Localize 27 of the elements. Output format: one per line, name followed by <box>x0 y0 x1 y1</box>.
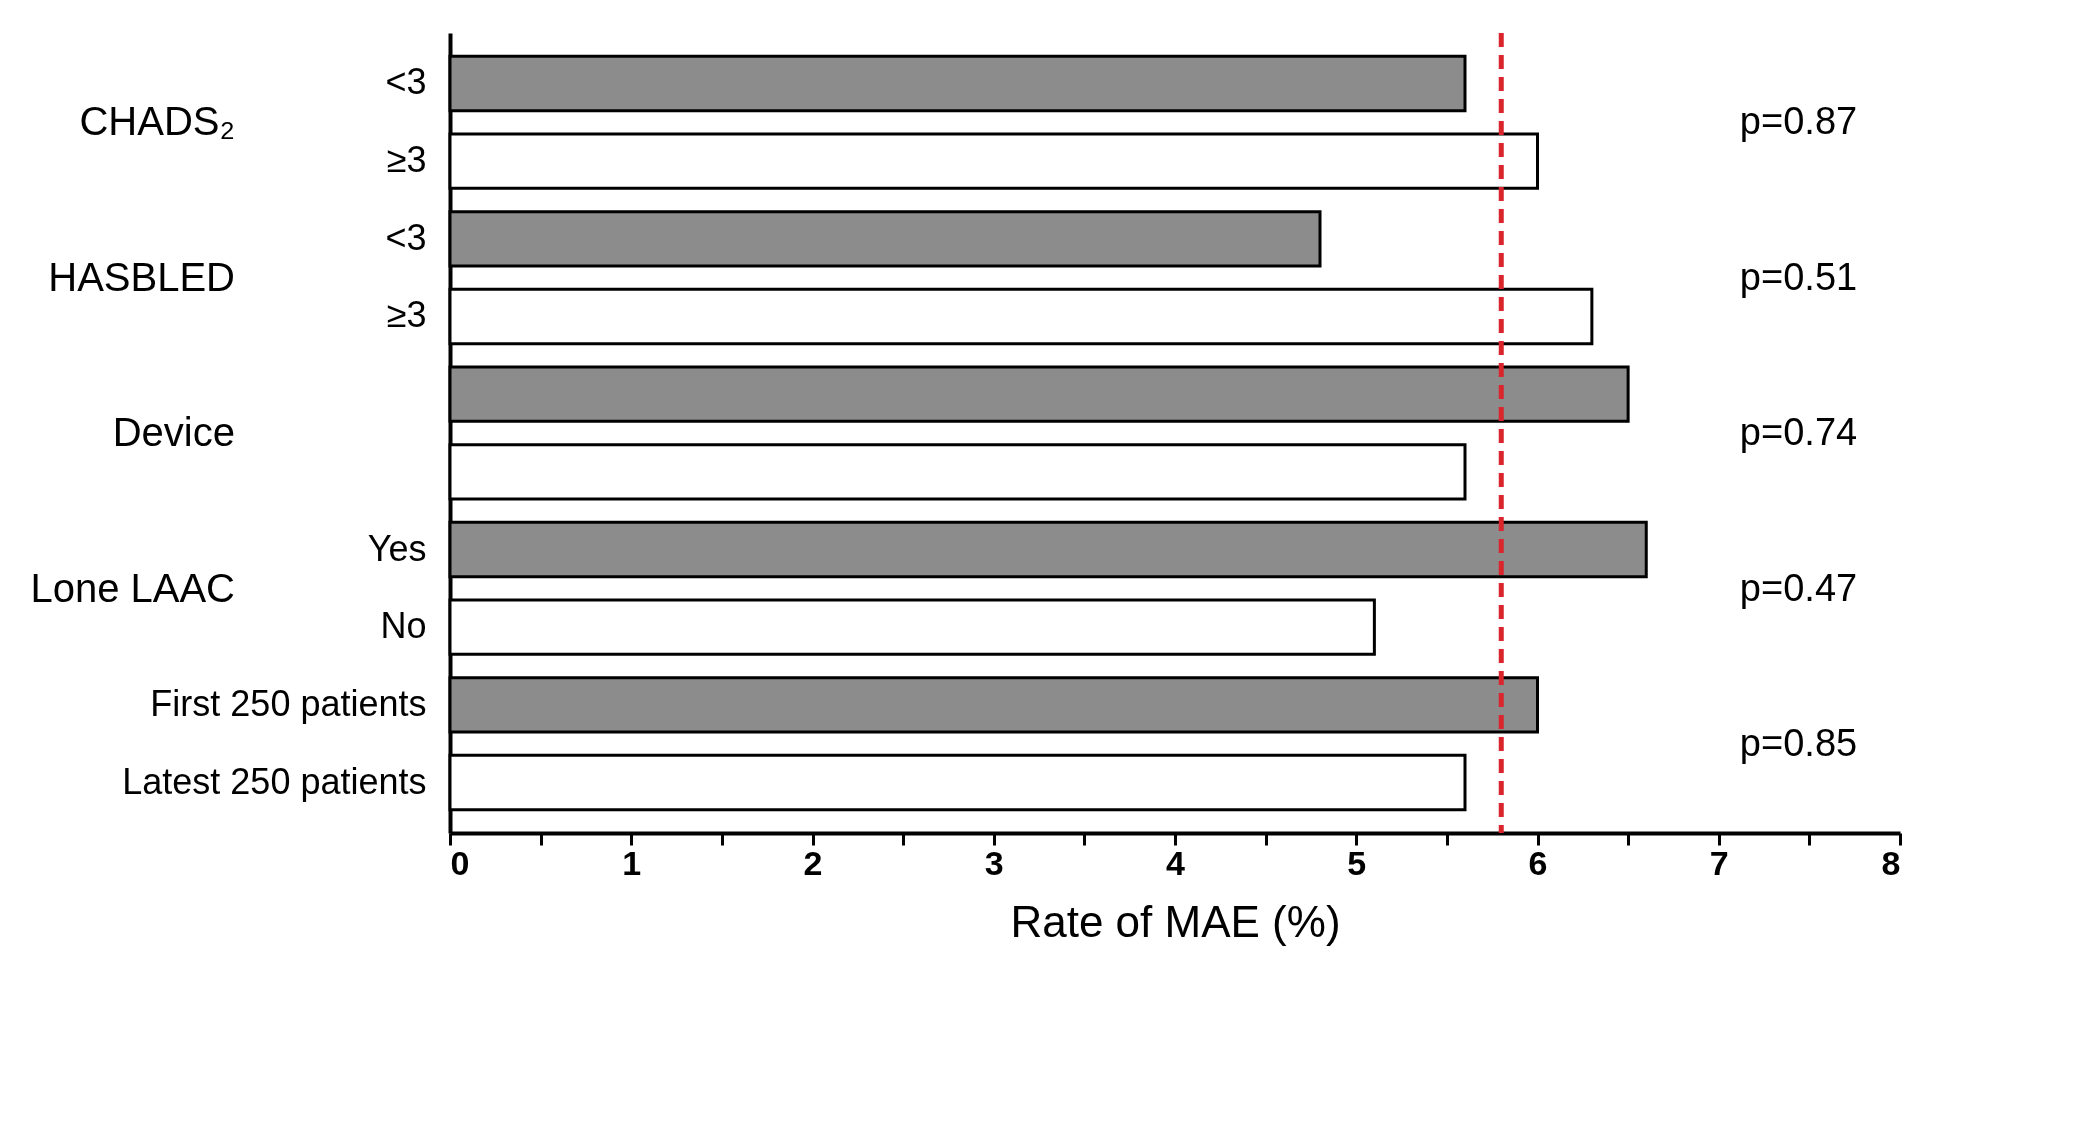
annotation: p=0.47 <box>1739 566 1858 609</box>
text: HASBLED <box>48 254 235 299</box>
y-tick-label: No <box>380 605 427 647</box>
text: Device <box>112 410 235 455</box>
y-tick-label: <3 <box>385 216 427 258</box>
x-tick-label: 2 <box>803 843 823 882</box>
x-tick-label: 3 <box>984 843 1004 882</box>
text: CHADS₂ <box>79 99 235 144</box>
y-tick-label: <3 <box>385 61 427 103</box>
y-tick-label: ≥3 <box>386 139 427 181</box>
x-tick-label: 6 <box>1528 843 1548 882</box>
y-tick-label: Latest 250 patients <box>122 760 427 802</box>
x-tick-label: 4 <box>1166 843 1186 882</box>
y-tick-label: Yes <box>367 527 427 569</box>
x-tick-label: 1 <box>622 843 642 882</box>
annotation: p=0.87 <box>1739 100 1858 143</box>
y-tick-label: First 250 patients <box>150 682 427 724</box>
annotation: p=0.85 <box>1739 721 1858 764</box>
y-tick-label: ≥3 <box>386 294 427 336</box>
annotation: p=0.51 <box>1739 255 1858 298</box>
x-tick-label: 7 <box>1709 843 1729 882</box>
x-tick-label: 8 <box>1881 843 1901 882</box>
x-axis-title: Rate of MAE (%) <box>1010 896 1341 946</box>
text: Lone LAAC <box>30 565 235 610</box>
x-tick-label: 0 <box>450 843 470 882</box>
x-tick-label: 5 <box>1347 843 1367 882</box>
annotation: p=0.74 <box>1739 411 1858 454</box>
